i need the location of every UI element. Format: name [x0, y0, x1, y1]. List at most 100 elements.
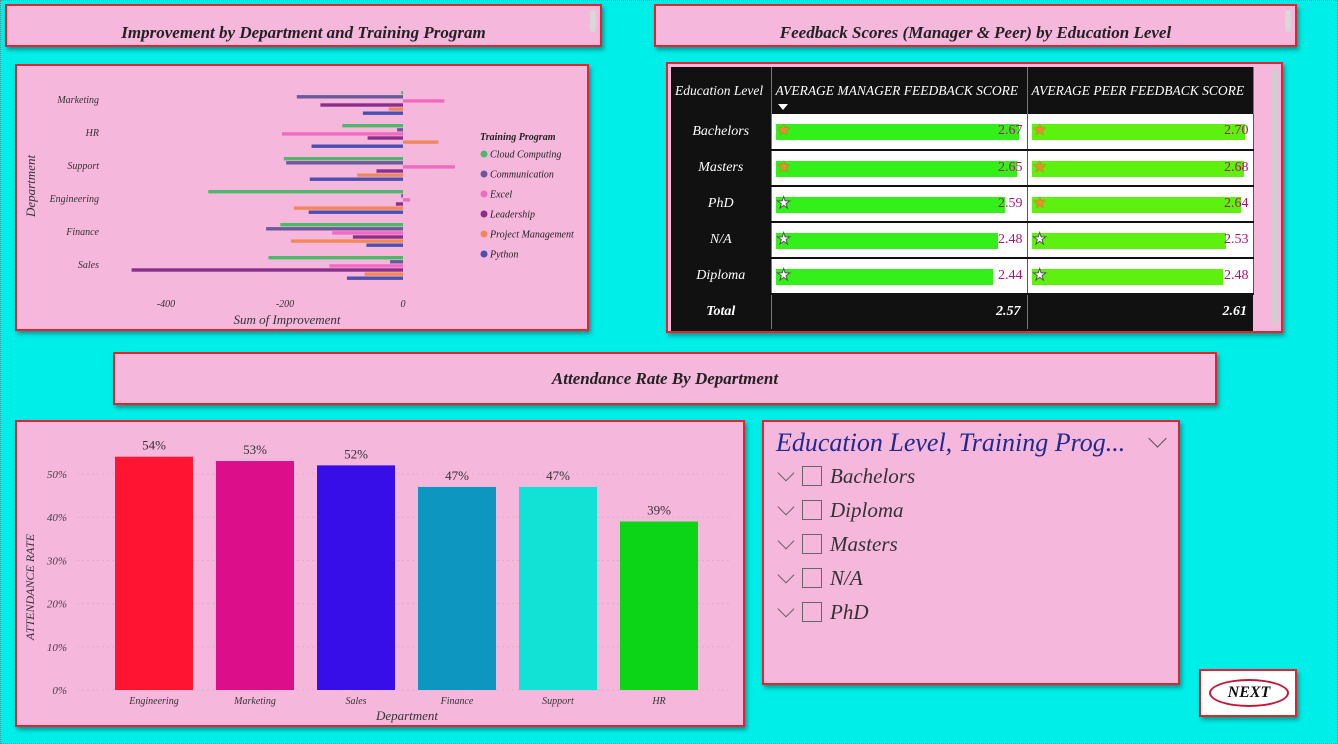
bar-support-leadership[interactable]	[376, 169, 403, 173]
bar-hr-leadership[interactable]	[367, 136, 403, 140]
bar-support[interactable]	[519, 486, 597, 690]
legend-item[interactable]: Project Management	[489, 230, 574, 241]
chevron-down-icon[interactable]	[777, 498, 795, 516]
score-value: 2.64	[1224, 196, 1249, 211]
slicer-item-phd[interactable]: PhD	[776, 598, 869, 626]
checkbox[interactable]	[802, 500, 822, 520]
slicer-item-bachelors[interactable]: Bachelors	[776, 462, 915, 490]
checkbox[interactable]	[802, 534, 822, 554]
bar-hr-python[interactable]	[311, 144, 403, 148]
chevron-down-icon[interactable]	[777, 566, 795, 584]
table-row[interactable]: Masters ★ 2.65 ★ 2.68	[671, 150, 1254, 187]
bar-sales-cloud-computing[interactable]	[268, 256, 403, 260]
bar-engineering-excel[interactable]	[403, 198, 411, 202]
table-scrollbar[interactable]	[1271, 69, 1277, 325]
bar-engineering-python[interactable]	[308, 210, 403, 214]
scroll-handle[interactable]	[590, 10, 596, 32]
bar-marketing-communication[interactable]	[296, 95, 403, 99]
attendance-bars: 54% Engineering 53% Marketing 52% Sales 47% Fin…	[115, 438, 698, 707]
sort-desc-icon[interactable]	[777, 104, 788, 110]
bar-hr-communication[interactable]	[397, 128, 403, 132]
manager-score-cell: ★ 2.44	[771, 258, 1028, 295]
bar-sales-communication[interactable]	[390, 260, 403, 264]
bar-hr-cloud-computing[interactable]	[342, 124, 403, 128]
attendance-title-card: Attendance Rate By Department	[113, 352, 1217, 405]
data-bar	[775, 124, 1019, 140]
slicer-item-na[interactable]: N/A	[776, 564, 863, 592]
education-level-cell: Diploma	[671, 258, 772, 295]
star-icon: ★	[776, 159, 791, 176]
improvement-chart[interactable]: Department Sum of Improvement -400 -200 …	[17, 66, 587, 329]
score-value: 2.44	[998, 268, 1023, 283]
checkbox[interactable]	[802, 602, 822, 622]
bar-finance[interactable]	[418, 486, 496, 690]
bar-marketing-leadership[interactable]	[320, 103, 403, 107]
scroll-handle[interactable]	[1285, 10, 1291, 32]
table-row[interactable]: N/A ★ 2.48 ★ 2.53	[671, 222, 1254, 259]
score-value: 2.70	[1224, 123, 1249, 138]
bar-marketing-python[interactable]	[362, 111, 403, 115]
education-level-cell: Masters	[671, 150, 772, 187]
table-row[interactable]: Diploma ★ 2.44 ★ 2.48	[671, 258, 1254, 295]
legend-marker	[480, 150, 488, 158]
bar-hr-project-management[interactable]	[403, 140, 439, 144]
bar-finance-cloud-computing[interactable]	[280, 223, 403, 227]
bar-sales-excel[interactable]	[329, 264, 403, 268]
next-button[interactable]: NEXT	[1209, 679, 1289, 707]
category-label-marketing: Marketing	[56, 95, 99, 106]
bar-marketing-cloud-computing[interactable]	[401, 91, 403, 95]
legend-item[interactable]: Cloud Computing	[490, 150, 561, 161]
bar-marketing-excel[interactable]	[403, 99, 445, 103]
bar-engineering-project-management[interactable]	[293, 206, 403, 210]
value-label: 52%	[344, 446, 368, 461]
improvement-tick-label: -400	[157, 299, 175, 310]
legend-item[interactable]: Python	[489, 250, 518, 261]
bar-hr[interactable]	[620, 521, 698, 690]
bar-finance-project-management[interactable]	[290, 239, 403, 243]
bar-support-communication[interactable]	[286, 161, 403, 165]
data-bar	[1031, 197, 1241, 213]
bar-finance-python[interactable]	[366, 243, 403, 247]
bar-marketing[interactable]	[216, 461, 294, 690]
data-bar	[1031, 233, 1226, 249]
slicer-item-diploma[interactable]: Diploma	[776, 496, 904, 524]
bar-engineering-communication[interactable]	[401, 194, 403, 198]
legend-item[interactable]: Excel	[489, 190, 512, 201]
bar-finance-communication[interactable]	[266, 227, 403, 231]
bar-support-project-management[interactable]	[356, 173, 403, 177]
legend-item[interactable]: Leadership	[489, 210, 535, 221]
checkbox[interactable]	[802, 466, 822, 486]
bar-finance-leadership[interactable]	[352, 235, 403, 239]
bar-support-excel[interactable]	[403, 165, 455, 169]
col-header-education-level[interactable]: Education Level	[671, 67, 772, 114]
table-row[interactable]: PhD ★ 2.59 ★ 2.64	[671, 186, 1254, 223]
bar-sales-python[interactable]	[346, 276, 403, 280]
chevron-down-icon[interactable]	[777, 464, 795, 482]
manager-score-cell: ★ 2.48	[771, 222, 1028, 259]
bar-support-cloud-computing[interactable]	[283, 157, 403, 161]
bar-finance-excel[interactable]	[332, 231, 403, 235]
chevron-down-icon[interactable]	[1148, 429, 1167, 448]
data-bar	[775, 233, 999, 249]
bar-sales[interactable]	[317, 465, 395, 690]
attendance-chart[interactable]: ATTENDANCE RATE Department 0% 10% 20% 30% 40…	[17, 422, 743, 725]
col-header-manager-score[interactable]: AVERAGE MANAGER FEEDBACK SCORE	[771, 67, 1028, 114]
slicer-item-masters[interactable]: Masters	[776, 530, 898, 558]
table-row[interactable]: Bachelors ★ 2.67 ★ 2.70	[671, 114, 1254, 151]
bar-hr-excel[interactable]	[282, 132, 403, 136]
chevron-down-icon[interactable]	[777, 600, 795, 618]
bar-marketing-project-management[interactable]	[388, 107, 403, 111]
bar-sales-leadership[interactable]	[131, 268, 403, 272]
x-tick-label: HR	[651, 696, 665, 707]
bar-engineering-leadership[interactable]	[395, 202, 403, 206]
checkbox[interactable]	[802, 568, 822, 588]
legend-item[interactable]: Communication	[490, 170, 554, 181]
col-header-peer-score[interactable]: AVERAGE PEER FEEDBACK SCORE	[1027, 67, 1254, 114]
bar-support-python[interactable]	[309, 177, 403, 181]
x-tick-label: Finance	[440, 696, 474, 707]
bar-engineering[interactable]	[115, 456, 193, 690]
bar-engineering-cloud-computing[interactable]	[208, 190, 403, 194]
improvement-legend[interactable]: Cloud Computing Communication Excel Leaders…	[480, 150, 574, 261]
chevron-down-icon[interactable]	[777, 532, 795, 550]
bar-sales-project-management[interactable]	[364, 272, 403, 276]
